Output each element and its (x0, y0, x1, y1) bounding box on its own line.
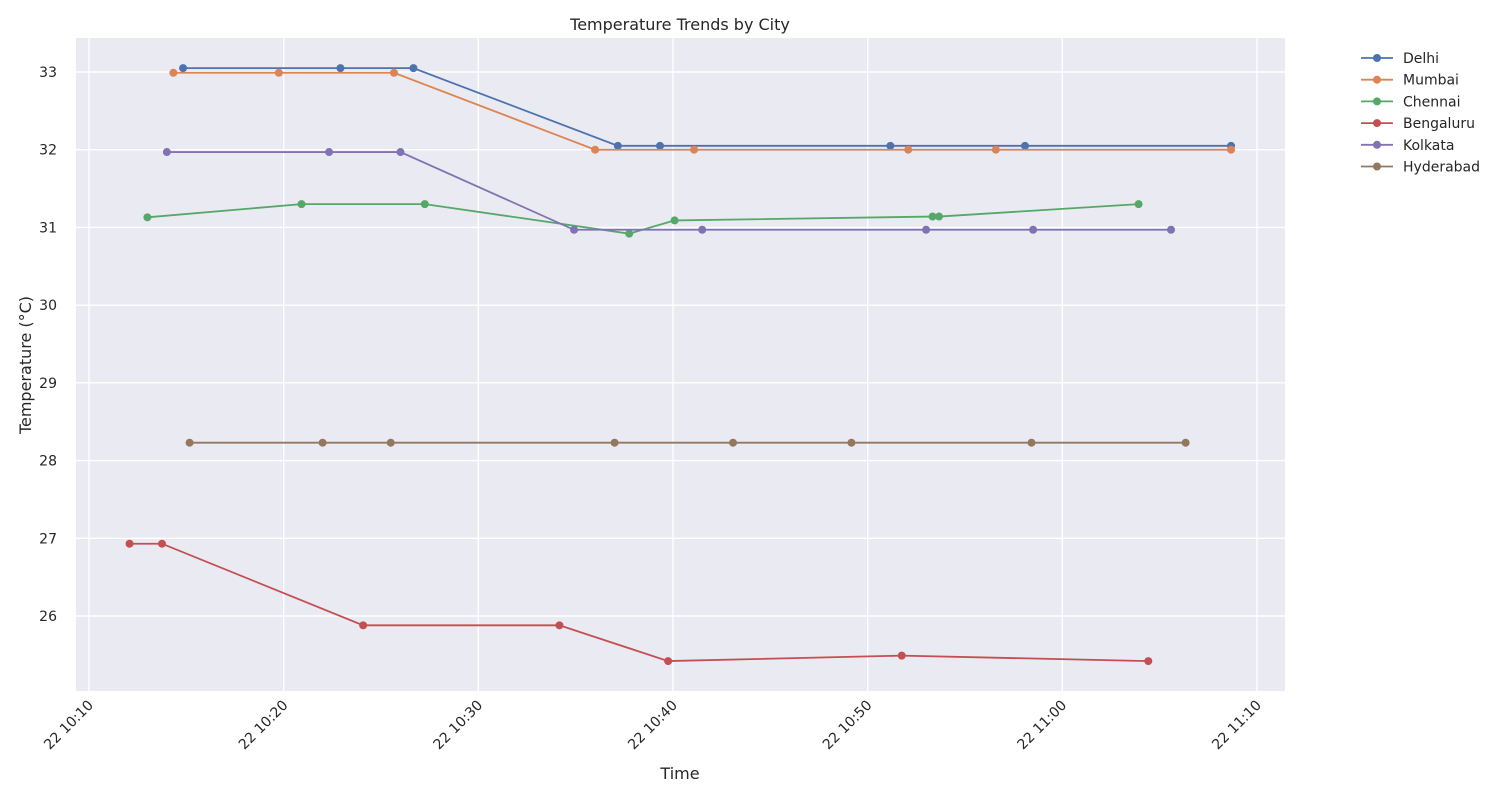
data-point (664, 657, 673, 666)
data-point (389, 68, 398, 77)
data-point (325, 148, 334, 157)
data-point (729, 438, 738, 447)
data-point (610, 438, 619, 447)
data-point (297, 200, 306, 209)
data-point (386, 438, 395, 447)
legend-item-chennai: Chennai (1361, 94, 1460, 110)
data-point (1181, 438, 1190, 447)
y-tick-label: 30 (39, 298, 57, 314)
data-point (656, 141, 665, 150)
x-tick-label: 22 11:00 (1015, 698, 1071, 754)
data-point (698, 225, 707, 234)
data-point (1134, 200, 1143, 209)
data-point (143, 213, 152, 222)
data-point (1027, 438, 1036, 447)
legend-label: Bengaluru (1403, 116, 1475, 132)
data-point (179, 64, 188, 73)
data-point (396, 148, 405, 157)
data-point (420, 200, 429, 209)
data-point (1144, 657, 1153, 666)
y-tick-label: 33 (39, 65, 57, 81)
legend-item-mumbai: Mumbai (1361, 73, 1459, 89)
x-axis-ticks: 22 10:10 22 10:20 22 10:30 22 10:40 22 10:50… (41, 698, 1265, 754)
data-point (125, 539, 134, 548)
data-point (185, 438, 194, 447)
data-point (169, 68, 178, 77)
data-point (591, 145, 600, 154)
data-point (904, 145, 913, 154)
series-line (173, 71, 1232, 151)
data-point (928, 212, 937, 221)
x-tick-label: 22 10:10 (41, 698, 97, 754)
data-point (847, 438, 856, 447)
x-tick-label: 22 10:50 (820, 698, 876, 754)
data-point (991, 145, 1000, 154)
legend-marker (1373, 140, 1381, 149)
legend-label: Mumbai (1403, 73, 1459, 89)
data-point (935, 212, 944, 221)
data-point (1021, 141, 1030, 150)
y-tick-label: 28 (39, 454, 57, 470)
grid-lines (76, 38, 1285, 691)
data-point (1029, 225, 1038, 234)
legend-marker (1373, 54, 1381, 62)
x-tick-label: 22 10:40 (625, 698, 681, 754)
data-point (158, 539, 166, 548)
y-axis-label: Temperature (°C) (16, 296, 35, 435)
y-tick-label: 26 (39, 609, 57, 625)
data-point (555, 621, 564, 630)
series-bengaluru (125, 539, 1153, 666)
data-point (1167, 225, 1176, 234)
legend-marker (1373, 119, 1381, 128)
x-tick-label: 22 11:10 (1209, 698, 1265, 754)
data-point (570, 225, 579, 234)
y-tick-label: 29 (39, 376, 57, 392)
legend: Delhi Mumbai Chennai Bengaluru Kolkata Hydera… (1361, 51, 1480, 176)
chart-title: Temperature Trends by City (569, 15, 790, 34)
legend-label: Kolkata (1403, 138, 1454, 154)
data-point (690, 145, 699, 154)
data-point (359, 621, 368, 630)
data-point (613, 141, 622, 150)
series-chennai (143, 200, 1143, 238)
x-tick-label: 22 10:30 (431, 698, 487, 754)
data-point (162, 148, 171, 157)
series-hyderabad (185, 438, 1190, 447)
data-point (922, 225, 931, 234)
legend-marker (1373, 97, 1381, 106)
legend-marker (1373, 162, 1381, 171)
y-tick-label: 31 (39, 220, 57, 236)
series-mumbai (169, 68, 1236, 154)
legend-item-bengaluru: Bengaluru (1361, 116, 1475, 132)
y-axis-ticks: 26 27 28 29 30 31 32 33 (39, 65, 57, 625)
data-point (670, 216, 679, 225)
legend-label: Chennai (1403, 94, 1460, 110)
data-point (886, 141, 895, 150)
legend-item-delhi: Delhi (1361, 51, 1439, 67)
legend-marker (1373, 75, 1381, 84)
data-point (318, 438, 327, 447)
legend-item-kolkata: Kolkata (1361, 138, 1454, 154)
data-point (274, 68, 283, 77)
y-tick-label: 27 (39, 531, 57, 547)
legend-label: Hyderabad (1403, 160, 1480, 176)
legend-label: Delhi (1403, 51, 1439, 67)
x-tick-label: 22 10:20 (236, 698, 292, 754)
data-point (1227, 145, 1236, 154)
x-axis-label: Time (659, 764, 699, 783)
data-point (897, 651, 906, 660)
series-layer (125, 64, 1236, 666)
data-point (625, 229, 634, 238)
legend-item-hyderabad: Hyderabad (1361, 160, 1480, 176)
series-line (166, 151, 1172, 231)
y-tick-label: 32 (39, 143, 57, 159)
data-point (336, 64, 345, 73)
series-line (183, 67, 1232, 147)
plot-background (76, 38, 1285, 691)
data-point (409, 64, 418, 73)
series-kolkata (162, 148, 1176, 234)
